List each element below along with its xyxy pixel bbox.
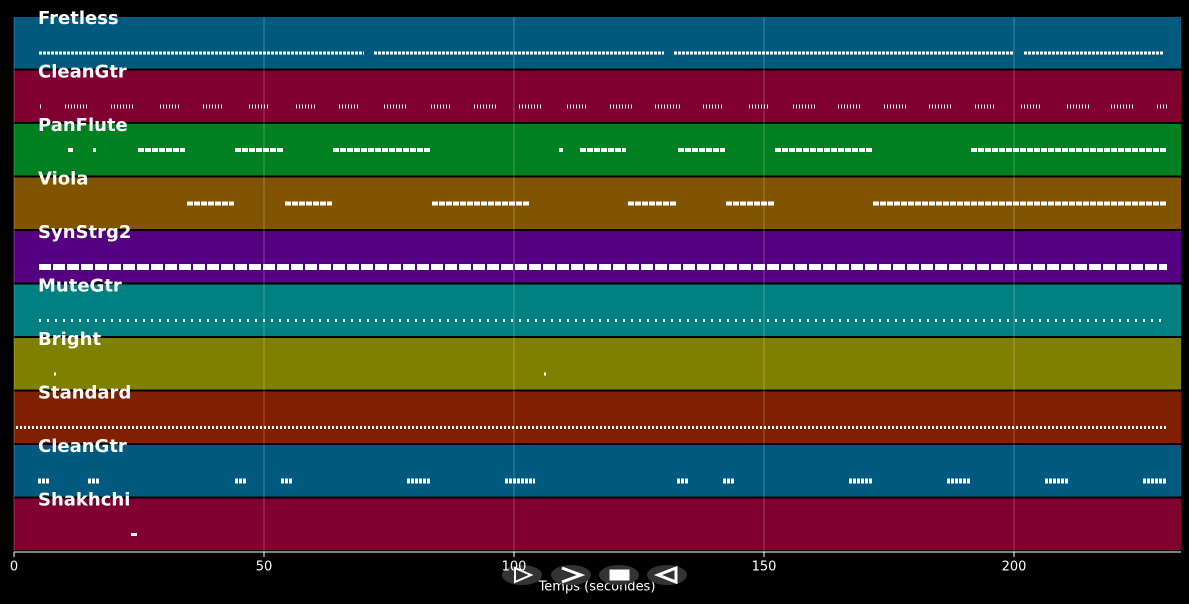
track-name: Bright [38, 329, 101, 350]
track-row [14, 445, 1181, 497]
x-tick-label: 50 [256, 560, 273, 575]
track-row [14, 70, 1181, 122]
notes [16, 51, 1167, 536]
track-name: SynStrg2 [38, 222, 131, 243]
track-name: Shakhchi [38, 490, 130, 511]
x-axis-label: Temps (secondes) [538, 580, 656, 595]
labels: Fretless CleanGtr PanFlute Viola SynStrg2 Mut… [38, 8, 131, 511]
track-row [14, 498, 1181, 550]
track-row [14, 284, 1181, 336]
back-button[interactable] [647, 565, 687, 585]
track-row [14, 391, 1181, 443]
tracks [14, 17, 1181, 550]
track-name: MuteGtr [38, 276, 122, 297]
x-tick-label: 0 [10, 560, 18, 575]
x-tick-label: 100 [502, 560, 527, 575]
track-name: Fretless [38, 8, 119, 29]
forward-button[interactable] [551, 565, 591, 585]
track-name: Viola [38, 169, 88, 190]
track-row [14, 17, 1181, 69]
track-name: PanFlute [38, 115, 128, 136]
track-name: Standard [38, 383, 131, 404]
track-row [14, 338, 1181, 390]
track-name: CleanGtr [38, 62, 127, 83]
stop-button[interactable] [599, 565, 639, 585]
track-row [14, 231, 1181, 283]
x-tick-label: 150 [752, 560, 777, 575]
play-button[interactable] [502, 565, 542, 585]
x-tick-label: 200 [1002, 560, 1027, 575]
track-name: CleanGtr [38, 436, 127, 457]
